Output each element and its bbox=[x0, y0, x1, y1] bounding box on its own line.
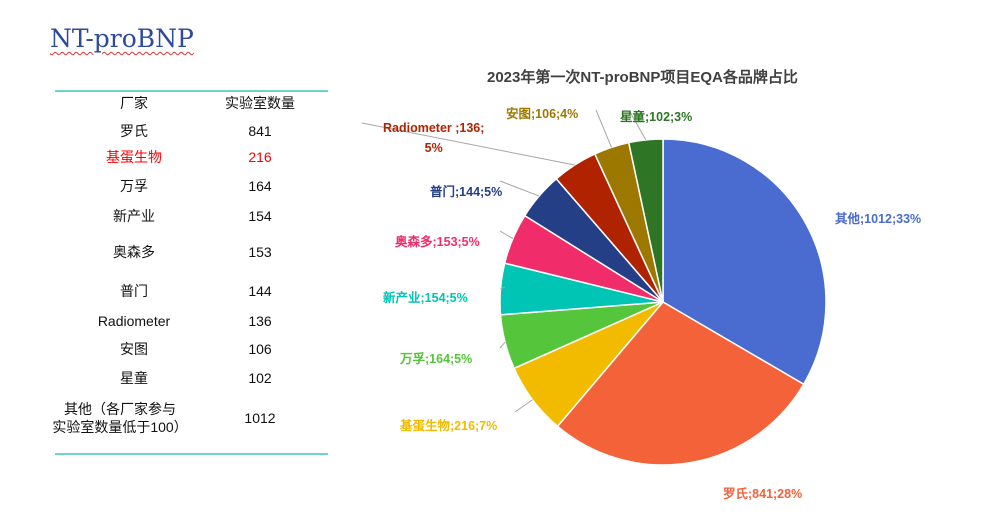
table-cell-vendor: 奥森多 bbox=[113, 244, 155, 260]
leader-line-2 bbox=[514, 399, 533, 413]
data-label-0: 其他;1012;33% bbox=[835, 212, 922, 226]
table-cell-count: 144 bbox=[248, 283, 272, 299]
table-cell-vendor: 星童 bbox=[120, 370, 148, 386]
table-header-vendor: 厂家 bbox=[120, 95, 148, 111]
data-label-3: 万孚;164;5% bbox=[400, 352, 473, 366]
leader-line-8 bbox=[595, 109, 612, 148]
table-cell-count: 216 bbox=[248, 149, 272, 165]
table-cell-count: 841 bbox=[248, 123, 272, 139]
table-cell-count: 106 bbox=[248, 341, 272, 357]
leader-line-4 bbox=[500, 286, 506, 290]
table-cell-count: 136 bbox=[248, 313, 272, 329]
pie-slice-1 bbox=[556, 301, 805, 466]
leader-line-9 bbox=[629, 111, 647, 141]
table-top-rule bbox=[55, 90, 328, 92]
chart-title: 2023年第一次NT-proBNP项目EQA各品牌占比 bbox=[487, 69, 798, 86]
table-cell-vendor: 罗氏 bbox=[120, 123, 148, 139]
table-cell-vendor: 万孚 bbox=[120, 178, 148, 194]
table-cell-count: 153 bbox=[248, 244, 272, 260]
data-label-2: 基蛋生物;216;7% bbox=[400, 419, 498, 433]
data-label-7: Radiometer ;136; 5% bbox=[383, 121, 485, 155]
table-cell-vendor: 新产业 bbox=[113, 208, 155, 224]
data-label-4: 新产业;154;5% bbox=[383, 291, 468, 305]
table-cell-count: 164 bbox=[248, 178, 272, 194]
data-label-8: 安图;106;4% bbox=[506, 107, 579, 121]
pie-slice-9 bbox=[627, 138, 664, 303]
table-cell-count: 1012 bbox=[244, 410, 276, 426]
leader-line-5 bbox=[499, 230, 514, 240]
table-header-count: 实验室数量 bbox=[225, 95, 295, 111]
slide-title: NT-proBNP bbox=[50, 24, 194, 53]
leader-line-7 bbox=[361, 122, 575, 166]
table-cell-vendor: 基蛋生物 bbox=[106, 149, 162, 165]
pie-slice-0 bbox=[662, 138, 827, 386]
data-label-1: 罗氏;841;28% bbox=[723, 487, 803, 501]
data-label-6: 普门;144;5% bbox=[430, 185, 503, 199]
table-bottom-rule bbox=[55, 453, 328, 455]
data-label-5: 奥森多;153;5% bbox=[395, 235, 480, 249]
data-label-9: 星童;102;3% bbox=[620, 110, 693, 124]
table-cell-vendor: Radiometer bbox=[97, 313, 171, 329]
table-cell-vendor: 其他（各厂家参与 实验室数量低于100） bbox=[52, 401, 188, 435]
table-cell-vendor: 安图 bbox=[120, 341, 148, 357]
table-cell-count: 102 bbox=[248, 370, 272, 386]
table-cell-count: 154 bbox=[248, 208, 272, 224]
leader-line-3 bbox=[499, 341, 506, 349]
leader-line-6 bbox=[499, 180, 540, 197]
table-cell-vendor: 普门 bbox=[120, 283, 148, 299]
